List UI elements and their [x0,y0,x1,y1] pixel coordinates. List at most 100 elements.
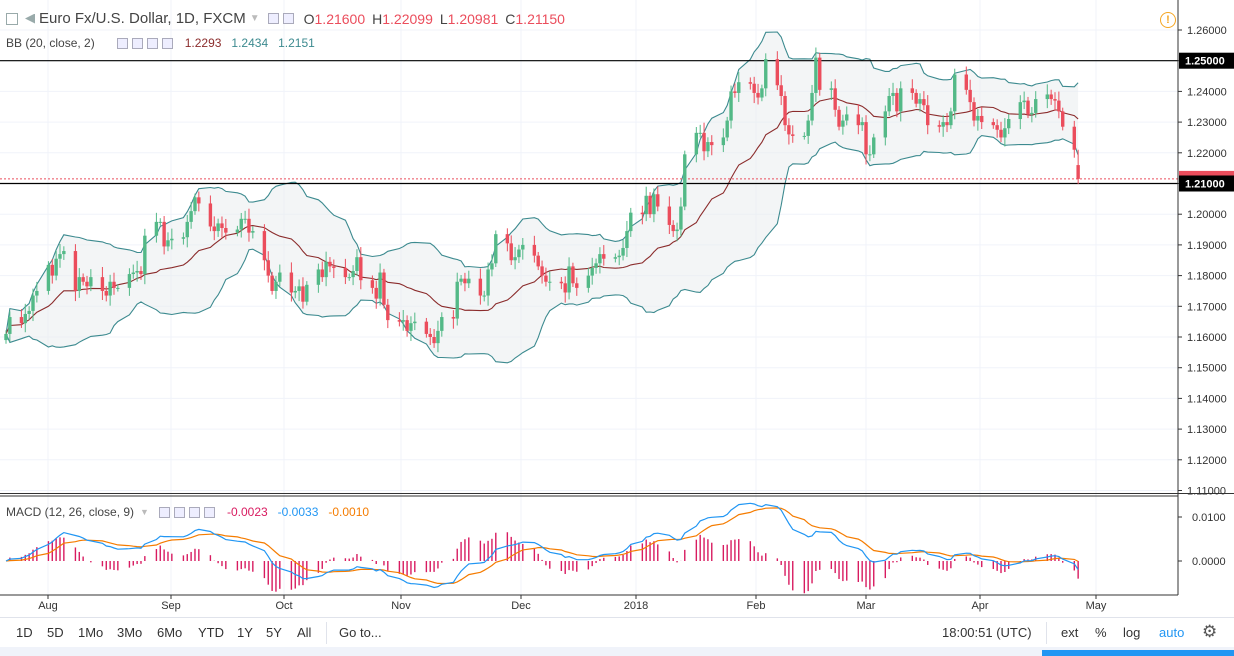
candle [85,281,89,287]
candle [332,266,336,268]
candle [953,74,957,112]
price-tick-label: 1.19000 [1187,240,1227,252]
candle [999,129,1003,138]
auto-button[interactable]: auto [1159,625,1185,640]
candle [536,255,540,267]
candle [1076,165,1080,179]
candle [567,266,571,293]
high-label: H [372,10,383,27]
candle [1072,126,1076,150]
settings-icon[interactable] [282,13,294,24]
price-tick-label: 1.24000 [1187,86,1227,98]
close-icon[interactable] [161,37,173,49]
macd-hist-value: -0.0023 [226,505,268,519]
tf-5d[interactable]: 5D [47,625,64,640]
scroll-indicator[interactable] [1042,650,1234,656]
candle [108,281,112,296]
candle [409,323,413,331]
candle [212,226,216,232]
candle [50,264,54,276]
tf-ytd[interactable]: YTD [198,625,224,640]
macd-label: MACD (12, 26, close, 9) [6,505,135,519]
candle [378,272,382,299]
time-tick-label: May [1086,600,1107,612]
bottom-toolbar: 1D 5D 1Mo 3Mo 6Mo YTD 1Y 5Y All Go to...… [0,617,1234,648]
tf-1d[interactable]: 1D [16,625,33,640]
candle [58,254,62,259]
candle [748,82,753,84]
alert-icon[interactable]: ! [1160,12,1176,28]
macd-line [5,502,1079,589]
candle [35,290,39,296]
price-tick-label: 1.14000 [1187,393,1227,405]
candle [586,275,591,288]
candle [1022,100,1026,103]
level-badge-125 [1179,52,1234,69]
tf-5y[interactable]: 5Y [266,625,282,640]
collapse-icon[interactable] [6,12,18,25]
add-icon[interactable] [188,506,200,518]
candle [440,317,444,331]
settings-gear-icon[interactable]: ⚙ [1202,622,1218,641]
tf-all[interactable]: All [297,625,312,640]
candle [725,120,729,138]
open-label: O [303,10,315,27]
price-tick-label: 1.20000 [1187,209,1227,221]
clock[interactable]: 18:00:51 (UTC) [942,625,1032,640]
candle [8,317,12,334]
bb-lower-line [5,135,1079,364]
chart-canvas[interactable]: 1.26000 1.25000 1.24000 1.23000 1.22000 1.210… [0,0,1234,617]
candle [351,270,355,278]
eye-icon[interactable] [267,13,279,24]
eye-icon[interactable] [158,506,170,518]
candle [328,261,332,267]
candle [891,92,895,97]
close-label: C [505,10,516,27]
high-value: 1.22099 [382,10,433,27]
candle [756,92,760,98]
level-badge-121 [1179,175,1234,192]
time-tick-label: Aug [38,600,58,612]
tf-6mo[interactable]: 6Mo [157,625,183,640]
goto-button[interactable]: Go to... [339,625,382,640]
add-icon[interactable] [146,37,158,49]
candle [104,290,108,296]
candle [262,231,267,261]
candle [482,295,486,297]
candle [143,235,147,275]
close-icon[interactable] [203,506,215,518]
ext-button[interactable]: ext [1061,625,1079,640]
candle [289,272,294,293]
candle [918,99,922,104]
price-tick-label: 1.11000 [1187,486,1226,498]
tf-3mo[interactable]: 3Mo [117,625,143,640]
symbol-title: Euro Fx/U.S. Dollar, 1D, FXCM [39,10,246,27]
candle [683,154,687,207]
candle [1057,100,1061,112]
tf-1mo[interactable]: 1Mo [78,625,104,640]
candle [359,257,363,281]
eye-icon[interactable] [116,37,128,49]
candle [386,304,390,321]
settings-icon[interactable] [131,37,143,49]
time-tick-label: Feb [747,600,766,612]
tf-1y[interactable]: 1Y [237,625,253,640]
candle [162,221,166,247]
candle [463,278,467,284]
candle [73,251,78,291]
candle [131,272,135,275]
percent-button[interactable]: % [1095,625,1107,640]
candle [598,254,602,264]
candle [77,277,81,291]
chevron-down-icon[interactable]: ▼ [249,13,260,24]
macd-legend: MACD (12, 26, close, 9) ▼ -0.0023 -0.003… [6,505,369,519]
candle [667,206,672,225]
settings-icon[interactable] [173,506,185,518]
candle [648,195,652,215]
candle [532,244,537,256]
time-tick-label: 2018 [624,600,648,612]
chevron-down-icon[interactable]: ▼ [140,507,149,517]
candle [575,283,579,288]
log-button[interactable]: log [1123,625,1141,640]
candle [752,83,756,93]
